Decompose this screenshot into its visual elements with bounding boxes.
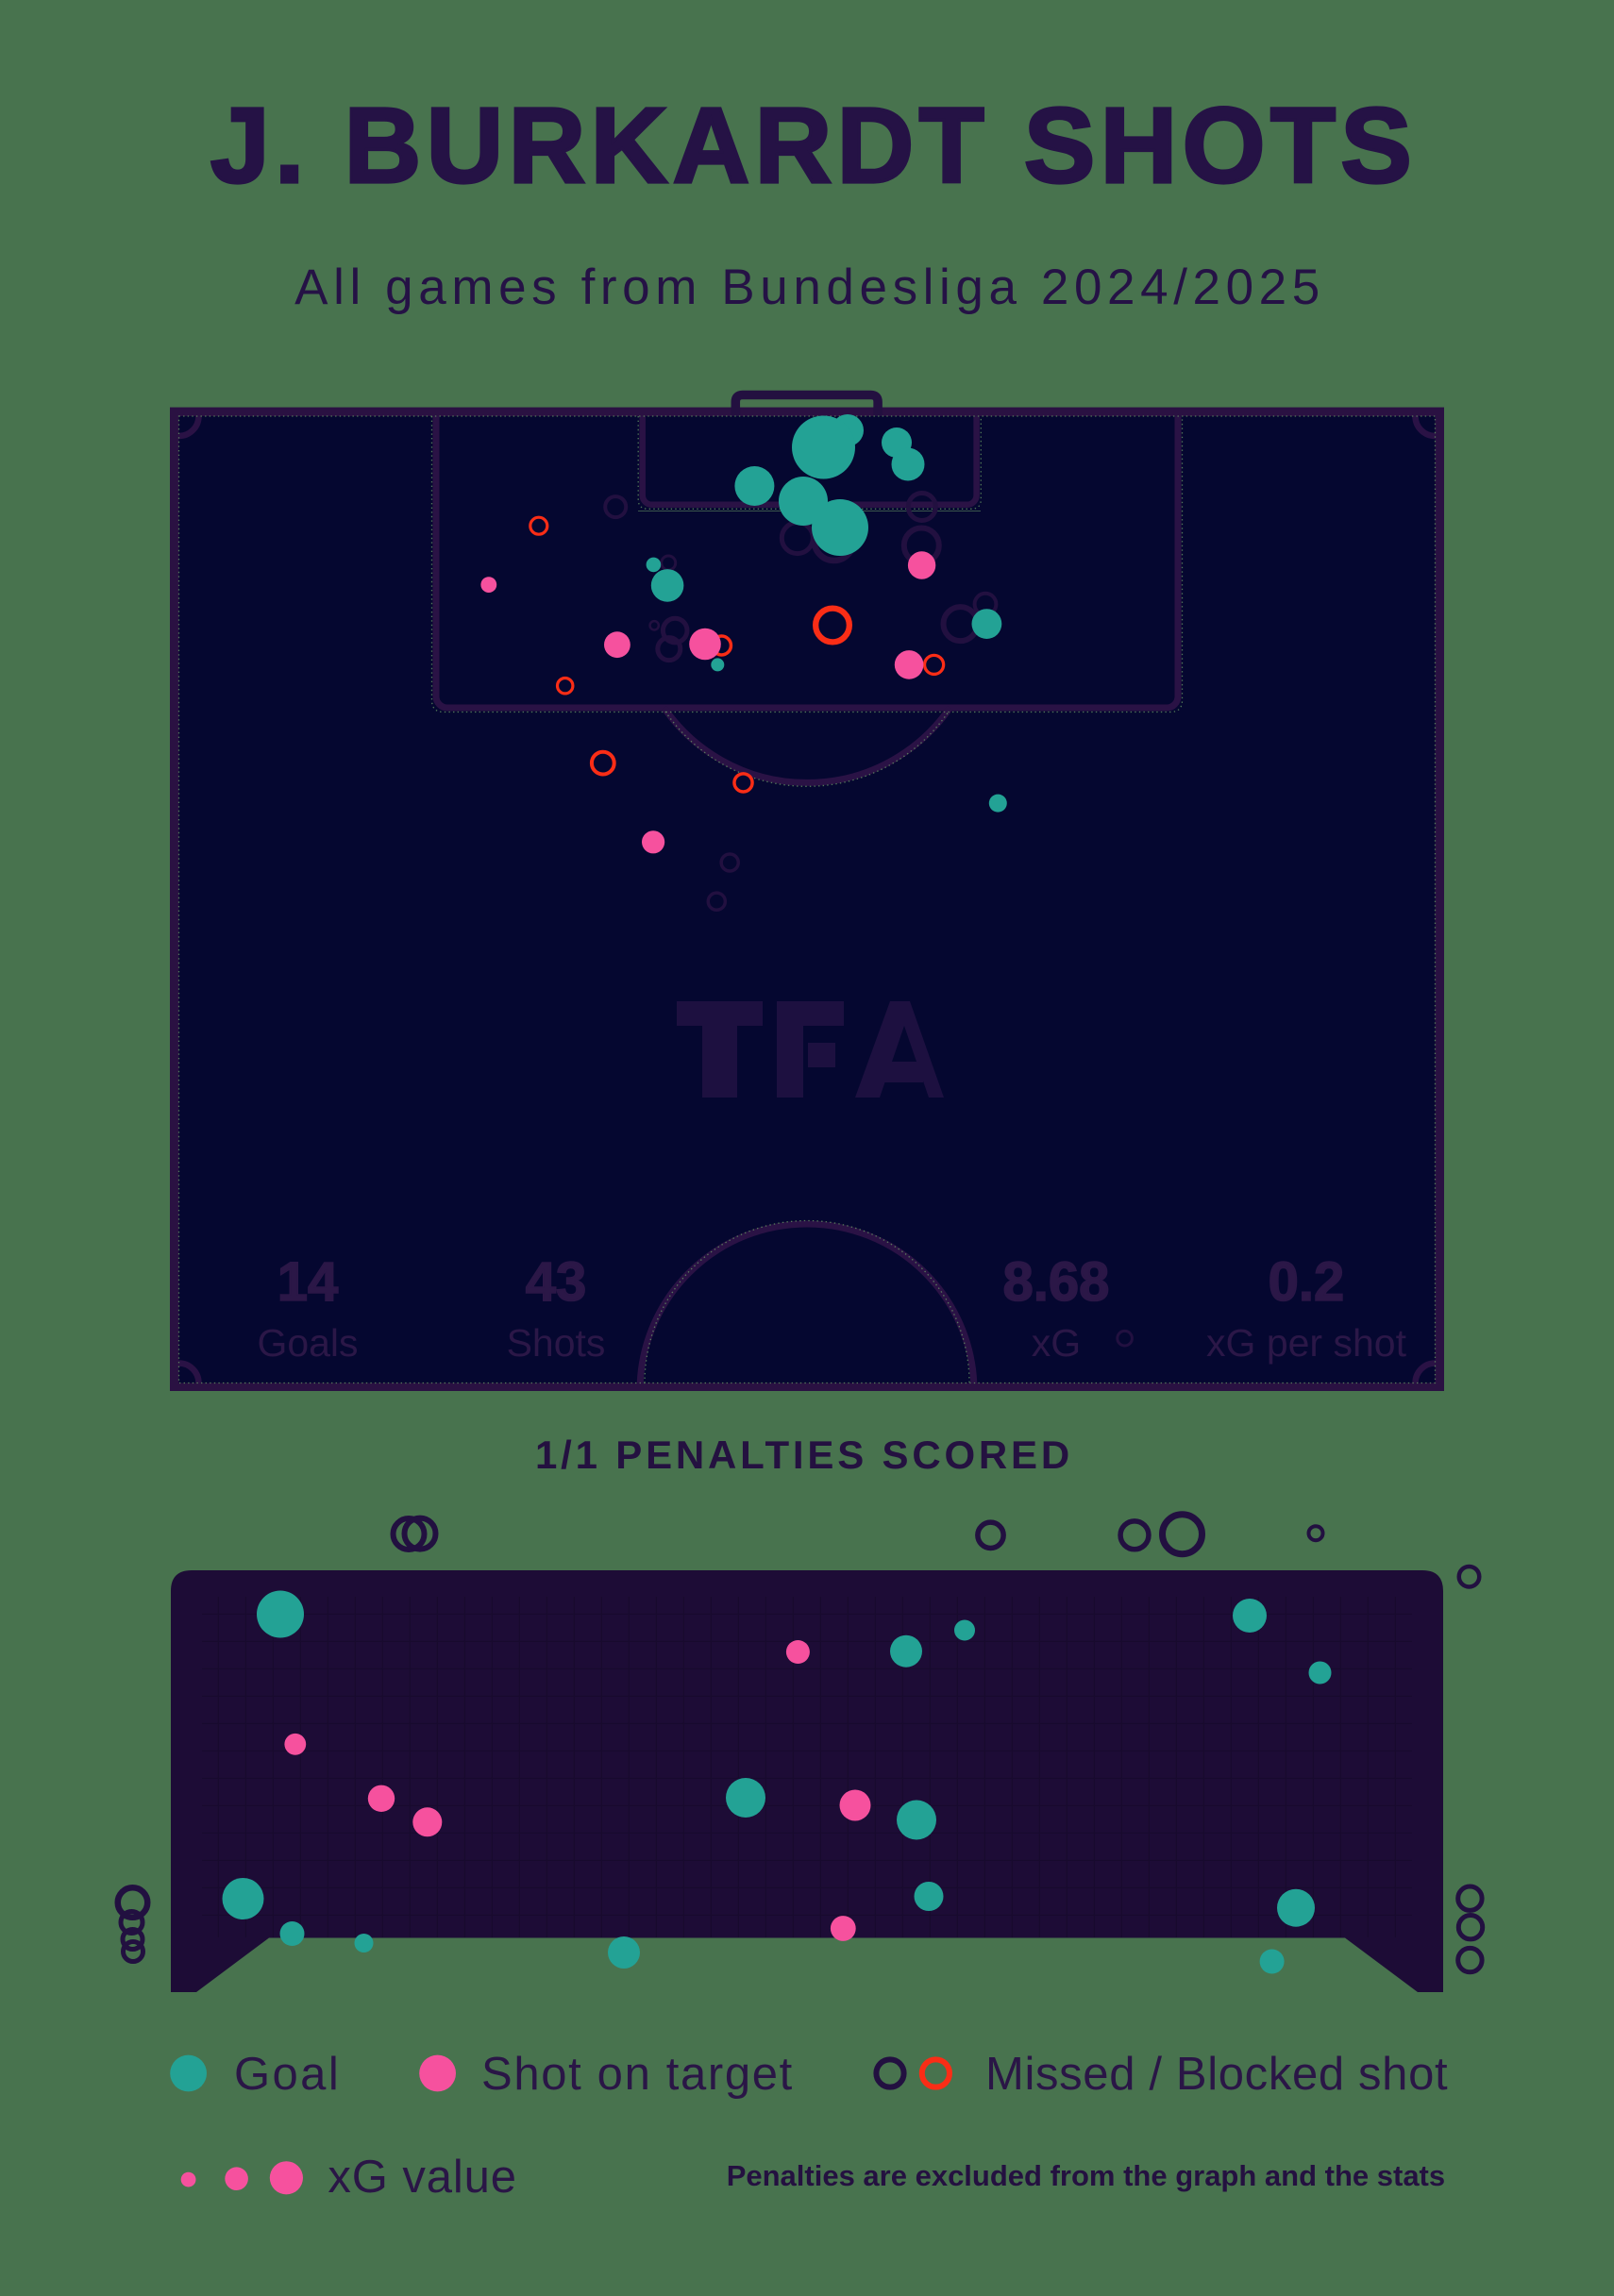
svg-text:14: 14 bbox=[277, 1251, 339, 1313]
svg-text:Shots: Shots bbox=[507, 1321, 606, 1365]
svg-text:xG: xG bbox=[1032, 1321, 1081, 1365]
svg-text:J. BURKARDT SHOTS: J. BURKARDT SHOTS bbox=[210, 86, 1417, 205]
svg-text:Missed / Blocked shot: Missed / Blocked shot bbox=[985, 2049, 1448, 2100]
svg-text:8.68: 8.68 bbox=[1003, 1251, 1110, 1313]
svg-text:xG value: xG value bbox=[328, 2152, 517, 2203]
svg-text:Goal: Goal bbox=[234, 2049, 341, 2100]
svg-text:Shot on target: Shot on target bbox=[481, 2049, 794, 2100]
svg-text:Goals: Goals bbox=[257, 1321, 358, 1365]
svg-text:xG per shot: xG per shot bbox=[1206, 1321, 1407, 1365]
svg-text:43: 43 bbox=[526, 1251, 587, 1313]
svg-text:1/1 PENALTIES SCORED: 1/1 PENALTIES SCORED bbox=[535, 1433, 1073, 1477]
svg-text:All games from Bundesliga 2024: All games from Bundesliga 2024/2025 bbox=[294, 260, 1325, 315]
svg-text:Penalties are excluded from th: Penalties are excluded from the graph an… bbox=[727, 2159, 1445, 2192]
svg-text:0.2: 0.2 bbox=[1269, 1251, 1345, 1313]
